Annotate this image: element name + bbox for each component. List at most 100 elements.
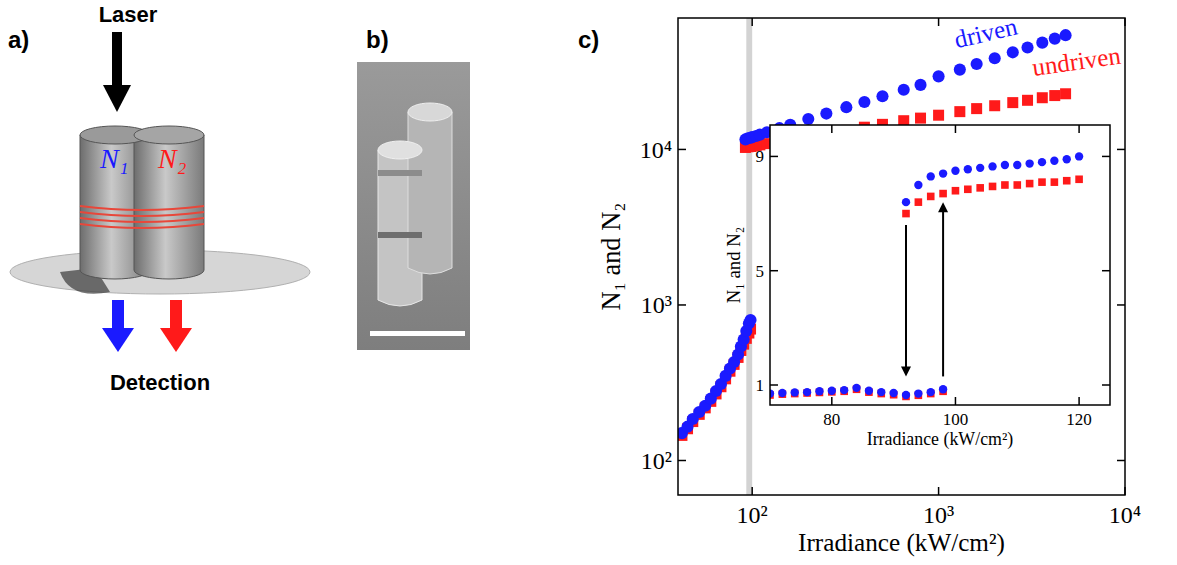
cavity-layer <box>80 212 204 216</box>
arrow-shaft <box>942 210 944 376</box>
data-point <box>902 198 910 206</box>
data-point <box>1051 178 1059 186</box>
pillar-top <box>134 126 204 144</box>
y-tick <box>1102 156 1110 158</box>
series-label: driven <box>952 12 1021 53</box>
data-point <box>898 84 910 96</box>
main-chart: 10²10³10⁴10²10³10⁴Irradiance (kW/cm²)N₁ … <box>596 18 1141 557</box>
data-point <box>964 165 972 173</box>
data-point <box>902 210 910 218</box>
plot-frame <box>678 18 1125 495</box>
panel-letter: a) <box>8 26 29 53</box>
y-tick <box>1102 384 1110 386</box>
data-point <box>840 101 852 113</box>
data-point <box>840 386 848 394</box>
y-tick <box>1102 270 1110 272</box>
data-point <box>1001 181 1009 189</box>
y-tick <box>678 149 686 151</box>
x-tick-label: 10² <box>737 502 768 528</box>
data-point <box>1007 46 1019 58</box>
cavity-layer <box>80 206 204 210</box>
data-point <box>927 388 935 396</box>
data-point <box>939 190 947 198</box>
data-point <box>889 389 897 397</box>
label: Laser <box>99 2 158 27</box>
data-point <box>1060 88 1071 99</box>
series <box>770 175 1083 400</box>
data-point <box>858 96 870 108</box>
data-point <box>914 79 926 91</box>
arrow <box>112 32 122 87</box>
hysteresis-arrow <box>938 202 948 376</box>
data-point <box>1025 159 1033 167</box>
highlight-band <box>746 18 752 495</box>
arrow <box>112 300 124 330</box>
y-tick <box>770 156 778 158</box>
y-tick <box>678 460 686 462</box>
data-point <box>1026 180 1034 188</box>
inset-chart: 80100120159Irradiance (kW/cm²)N₁ and N₂ <box>723 125 1110 450</box>
data-point <box>915 113 926 124</box>
data-point <box>1063 155 1071 163</box>
data-point <box>1060 29 1072 41</box>
x-tick <box>1078 125 1080 133</box>
data-point <box>1021 41 1033 53</box>
data-point <box>1022 95 1033 106</box>
x-tick-label: 100 <box>943 410 969 429</box>
data-point <box>952 187 960 195</box>
data-point <box>939 169 947 177</box>
x-tick <box>751 18 753 26</box>
plot-frame <box>770 125 1110 405</box>
setup-diagram: N₁ N₂ Laser Detection <box>10 2 310 395</box>
series <box>770 152 1083 399</box>
data-point <box>1050 157 1058 165</box>
sem-image <box>357 62 470 350</box>
label: N₂ <box>157 143 187 174</box>
data-point <box>815 387 823 395</box>
data-point <box>914 181 922 189</box>
panel-letter: c) <box>578 26 599 53</box>
sem-background <box>357 62 470 350</box>
x-tick-label: 80 <box>823 410 840 429</box>
scale-bar <box>370 331 465 336</box>
data-point <box>1037 92 1048 103</box>
arrow-shaft <box>905 225 907 368</box>
data-point <box>976 164 984 172</box>
plot-background <box>770 125 1110 405</box>
cavity-layer <box>80 218 204 222</box>
x-tick <box>1078 397 1080 405</box>
data-point <box>820 108 832 120</box>
series-label: undriven <box>1031 42 1123 81</box>
x-tick <box>1124 487 1126 495</box>
cavity-layer <box>80 224 204 228</box>
x-tick <box>751 487 753 495</box>
data-point <box>744 314 756 326</box>
data-point <box>1013 161 1021 169</box>
mirror-band <box>378 170 422 176</box>
data-point <box>1013 181 1021 189</box>
data-point <box>1063 177 1071 185</box>
arrow-head <box>160 328 192 352</box>
pillar-top <box>378 141 422 159</box>
arrow-head <box>938 202 948 212</box>
data-point <box>989 52 1001 64</box>
label: N₁ <box>99 143 128 174</box>
data-point <box>902 391 910 399</box>
x-tick <box>955 125 957 133</box>
data-point <box>802 113 814 125</box>
y-tick <box>1117 460 1125 462</box>
data-point <box>1049 33 1061 45</box>
x-tick <box>938 18 940 26</box>
data-point <box>964 185 972 193</box>
panel-letter: b) <box>366 26 389 53</box>
data-point <box>976 184 984 192</box>
x-tick <box>1124 18 1126 26</box>
data-point <box>927 193 935 201</box>
arrow-head <box>901 366 911 376</box>
pillar <box>408 112 452 274</box>
label: Detection <box>110 370 210 395</box>
data-point <box>791 388 799 396</box>
data-point <box>1049 90 1060 101</box>
x-tick-label: 10⁴ <box>1109 502 1141 528</box>
data-point <box>954 106 965 117</box>
